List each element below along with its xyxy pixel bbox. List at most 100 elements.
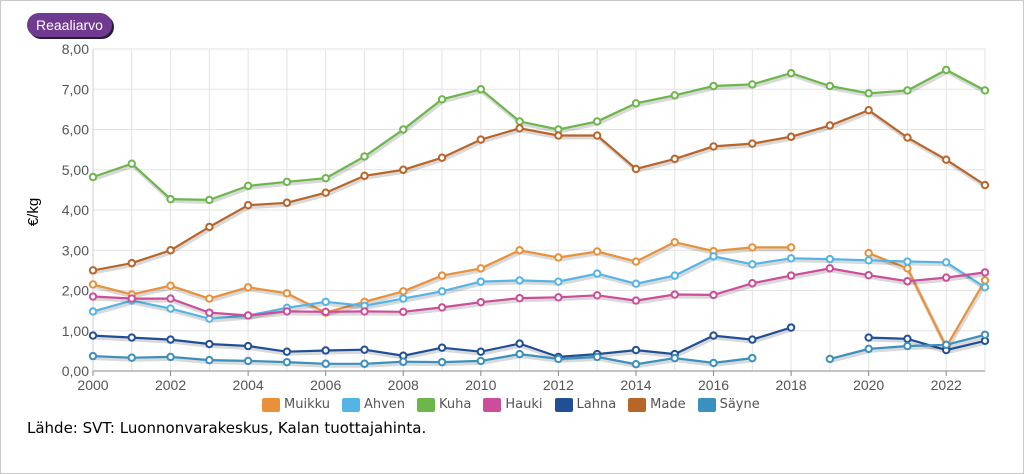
data-point[interactable] — [127, 333, 136, 342]
data-point[interactable] — [88, 292, 98, 301]
data-point[interactable] — [476, 85, 486, 94]
data-point[interactable] — [515, 276, 524, 285]
data-point[interactable] — [825, 354, 835, 364]
data-point[interactable] — [476, 356, 486, 366]
data-point[interactable] — [903, 277, 912, 286]
data-point[interactable] — [476, 264, 486, 273]
data-point[interactable] — [786, 132, 796, 141]
data-point[interactable] — [554, 293, 563, 302]
data-point[interactable] — [786, 271, 796, 280]
data-point[interactable] — [360, 152, 369, 161]
data-point[interactable] — [360, 345, 369, 354]
data-point[interactable] — [476, 135, 486, 144]
data-point[interactable] — [88, 351, 98, 361]
data-point[interactable] — [399, 357, 408, 366]
data-point[interactable] — [243, 341, 253, 351]
data-point[interactable] — [592, 247, 602, 256]
data-point[interactable] — [980, 180, 990, 190]
data-point[interactable] — [748, 260, 757, 269]
data-point[interactable] — [786, 243, 796, 252]
data-point[interactable] — [127, 294, 136, 303]
data-point[interactable] — [864, 271, 873, 280]
data-point[interactable] — [166, 294, 175, 303]
data-point[interactable] — [554, 277, 563, 286]
data-point[interactable] — [399, 165, 408, 174]
data-point[interactable] — [631, 279, 641, 288]
legend-item-säyne[interactable]: Säyne — [697, 397, 760, 412]
legend-item-ahven[interactable]: Ahven — [341, 397, 405, 412]
legend-item-muikku[interactable]: Muikku — [262, 397, 330, 412]
data-point[interactable] — [942, 340, 951, 350]
data-point[interactable] — [980, 86, 990, 95]
data-point[interactable] — [437, 357, 447, 367]
data-point[interactable] — [670, 238, 679, 247]
legend-item-lahna[interactable]: Lahna — [554, 397, 616, 412]
data-point[interactable] — [592, 117, 602, 126]
data-point[interactable] — [437, 95, 447, 104]
data-point[interactable] — [243, 311, 253, 320]
data-point[interactable] — [748, 80, 757, 89]
data-point[interactable] — [205, 222, 214, 232]
data-point[interactable] — [243, 181, 253, 191]
data-point[interactable] — [399, 125, 408, 134]
data-point[interactable] — [282, 198, 292, 207]
data-point[interactable] — [864, 333, 873, 342]
data-point[interactable] — [321, 307, 330, 317]
data-point[interactable] — [360, 359, 369, 368]
data-point[interactable] — [942, 155, 951, 164]
data-point[interactable] — [515, 349, 524, 359]
data-point[interactable] — [515, 246, 524, 255]
data-point[interactable] — [942, 273, 951, 282]
data-point[interactable] — [592, 291, 602, 300]
data-point[interactable] — [825, 81, 835, 91]
data-point[interactable] — [360, 307, 369, 316]
data-point[interactable] — [631, 359, 641, 369]
data-point[interactable] — [243, 200, 253, 210]
data-point[interactable] — [321, 188, 330, 197]
data-point[interactable] — [864, 105, 873, 115]
data-point[interactable] — [88, 266, 98, 275]
data-point[interactable] — [127, 159, 136, 168]
data-point[interactable] — [515, 339, 524, 348]
data-point[interactable] — [205, 294, 214, 303]
data-point[interactable] — [437, 303, 447, 312]
data-point[interactable] — [321, 297, 330, 306]
data-point[interactable] — [670, 353, 679, 363]
legend-item-made[interactable]: Made — [628, 397, 686, 412]
data-point[interactable] — [709, 358, 718, 368]
data-point[interactable] — [515, 293, 524, 303]
data-point[interactable] — [980, 330, 990, 339]
data-point[interactable] — [748, 139, 757, 148]
data-point[interactable] — [709, 142, 718, 151]
data-point[interactable] — [786, 323, 796, 332]
data-point[interactable] — [243, 356, 253, 366]
legend-item-hauki[interactable]: Hauki — [483, 397, 543, 412]
data-point[interactable] — [205, 195, 214, 205]
data-point[interactable] — [166, 246, 175, 255]
data-point[interactable] — [360, 171, 369, 180]
data-point[interactable] — [127, 353, 136, 362]
data-point[interactable] — [864, 256, 873, 265]
data-point[interactable] — [786, 68, 796, 78]
data-point[interactable] — [127, 258, 136, 268]
data-point[interactable] — [205, 355, 214, 365]
data-point[interactable] — [748, 243, 757, 252]
data-point[interactable] — [515, 124, 524, 133]
data-point[interactable] — [282, 289, 292, 298]
data-point[interactable] — [748, 353, 757, 363]
data-point[interactable] — [980, 276, 990, 285]
data-point[interactable] — [631, 296, 641, 305]
data-point[interactable] — [903, 264, 912, 273]
data-point[interactable] — [205, 339, 214, 349]
data-point[interactable] — [243, 283, 253, 292]
data-point[interactable] — [476, 277, 486, 286]
data-point[interactable] — [437, 271, 447, 280]
data-point[interactable] — [592, 131, 602, 140]
data-point[interactable] — [88, 172, 98, 182]
data-point[interactable] — [554, 253, 563, 262]
data-point[interactable] — [980, 283, 990, 292]
data-point[interactable] — [88, 280, 98, 289]
data-point[interactable] — [748, 335, 757, 344]
data-point[interactable] — [554, 354, 563, 364]
data-point[interactable] — [592, 269, 602, 278]
